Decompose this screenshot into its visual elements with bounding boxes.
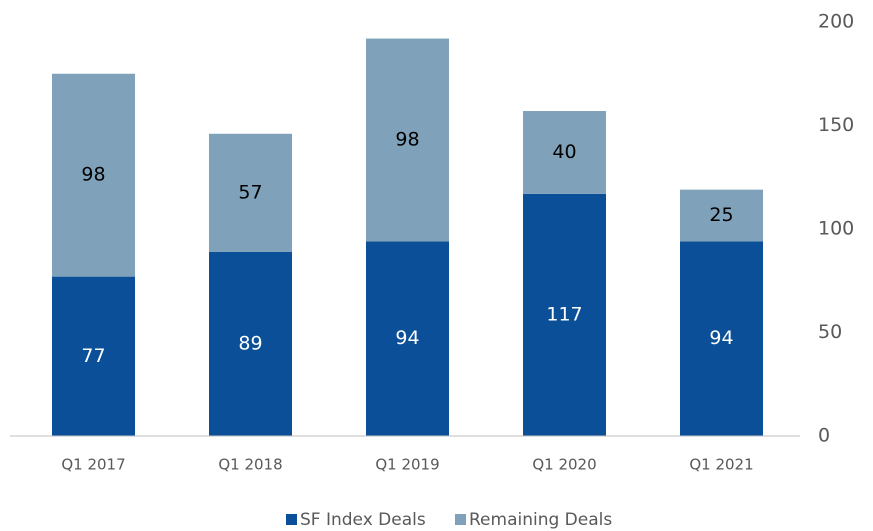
legend-swatch [286, 514, 297, 525]
value-label: 117 [546, 303, 582, 325]
bar-segment [366, 38, 449, 242]
y-tick-label: 200 [818, 11, 854, 33]
bar-segment [209, 133, 292, 252]
bar-segment [523, 111, 606, 194]
value-label: 98 [81, 164, 105, 186]
y-tick-label: 0 [818, 425, 830, 447]
bar-segment [680, 189, 763, 242]
value-label: 25 [709, 204, 733, 226]
legend-label: SF Index Deals [300, 510, 426, 530]
value-label: 57 [238, 181, 262, 203]
x-tick-label: Q1 2020 [532, 456, 596, 474]
bar-segment [52, 73, 135, 277]
bar-segment [523, 193, 606, 436]
x-tick-label: Q1 2018 [218, 456, 282, 474]
value-label: 94 [395, 327, 419, 349]
y-tick-label: 150 [818, 114, 854, 136]
x-tick-label: Q1 2017 [61, 456, 125, 474]
bar-segment [209, 251, 292, 436]
bar-segment [366, 241, 449, 436]
bar-segment [680, 241, 763, 436]
x-tick-label: Q1 2021 [689, 456, 753, 474]
value-label: 89 [238, 332, 262, 354]
bar-segment [52, 276, 135, 436]
value-label: 77 [81, 345, 105, 367]
x-tick-label: Q1 2019 [375, 456, 439, 474]
value-label: 98 [395, 128, 419, 150]
y-tick-label: 100 [818, 218, 854, 240]
value-label: 40 [552, 141, 576, 163]
value-label: 94 [709, 327, 733, 349]
legend-swatch [455, 514, 466, 525]
legend-label: Remaining Deals [469, 510, 612, 530]
y-tick-label: 50 [818, 321, 842, 343]
